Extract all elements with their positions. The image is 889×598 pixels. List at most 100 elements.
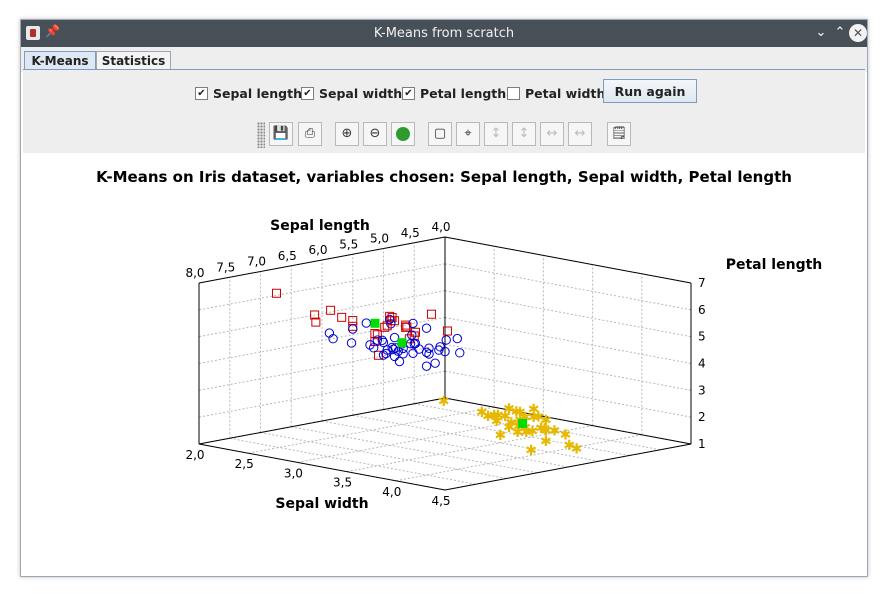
data-point-circle: [455, 348, 465, 358]
print-icon[interactable]: ⎙: [298, 122, 322, 146]
z-axis-title: Petal length: [726, 257, 823, 273]
data-point-star: ✱: [540, 423, 552, 439]
grid-line: [346, 425, 593, 473]
x-axis-title: Sepal length: [270, 218, 370, 234]
grid-line: [444, 317, 692, 364]
pan-vertical-icon[interactable]: ↕: [484, 122, 508, 146]
y-tick-label: 4,0: [382, 485, 401, 499]
data-point-square: [311, 317, 321, 327]
axis-edge: [198, 236, 446, 284]
grid-line: [291, 426, 538, 474]
data-point-star: ✱: [571, 441, 583, 457]
data-point-star: ✱: [526, 424, 538, 440]
toolbar-grip[interactable]: [257, 122, 265, 148]
data-point-star: ✱: [503, 401, 515, 417]
centroid-point: [518, 418, 528, 428]
pan-horizontal-icon[interactable]: ↔: [540, 122, 564, 146]
data-point-star: ✱: [540, 434, 552, 450]
data-point-circle: [368, 343, 379, 353]
settings-icon[interactable]: 🗒: [607, 122, 631, 146]
data-point-circle: [391, 343, 401, 353]
y-tick-label: 3,5: [333, 476, 352, 490]
run-again-button[interactable]: Run again: [603, 79, 697, 103]
maximize-icon[interactable]: ⌃: [834, 25, 846, 40]
grid-line: [229, 437, 476, 485]
data-point-circle: [378, 337, 389, 348]
grid-line: [444, 370, 692, 418]
data-point-circle: [377, 335, 387, 345]
x-tick-label: 7,0: [247, 255, 266, 269]
zoom-out-icon[interactable]: ⊖: [363, 122, 387, 146]
data-point-star: ✱: [491, 414, 503, 430]
data-point-circle: [421, 323, 432, 333]
data-point-circle: [381, 348, 391, 359]
grid-line: [414, 403, 661, 451]
rotate-icon[interactable]: ⌖: [456, 122, 480, 146]
checkbox-petal-width[interactable]: Petal width: [507, 85, 605, 101]
pan-vertical-alt-icon[interactable]: ↕: [512, 122, 536, 146]
tab-statistics[interactable]: Statistics: [96, 51, 171, 70]
checkbox-box[interactable]: ✔: [195, 86, 208, 100]
data-point-circle: [348, 324, 358, 334]
grid-line: [248, 406, 495, 454]
grid-line: [260, 432, 507, 479]
grid-line: [198, 290, 446, 338]
pin-icon[interactable]: 📌: [45, 24, 60, 38]
data-point-square: [372, 330, 382, 340]
checkbox-sepal-width[interactable]: ✔ Sepal width: [301, 85, 402, 101]
grid-line: [321, 420, 569, 468]
data-point-square: [310, 310, 320, 320]
chart-title: K-Means on Iris dataset, variables chose…: [96, 168, 792, 186]
zoom-in-icon[interactable]: ⊕: [335, 122, 359, 146]
grid-line: [444, 290, 692, 338]
checkbox-sepal-length[interactable]: ✔ Sepal length: [195, 85, 302, 101]
grid-line: [198, 343, 446, 391]
app-window: 📌 K-Means from scratch ⌄ ⌃ ✕ K-Means Sta…: [20, 19, 868, 577]
plot-area[interactable]: K-Means on Iris dataset, variables chose…: [23, 153, 865, 575]
close-icon[interactable]: ✕: [849, 24, 867, 42]
data-point-square: [426, 309, 436, 319]
data-point-circle: [424, 343, 434, 353]
data-point-circle: [384, 314, 395, 325]
z-tick-label: 3: [698, 383, 706, 397]
reset-view-icon[interactable]: [391, 122, 415, 146]
checkbox-label: Petal width: [525, 85, 606, 101]
grid-line: [383, 409, 630, 456]
tab-strip: K-Means Statistics: [21, 47, 867, 72]
pan-horizontal-alt-icon[interactable]: ↔: [568, 122, 592, 146]
data-point-star: ✱: [528, 410, 540, 426]
data-point-circle: [407, 330, 417, 340]
y-tick-label: 4,5: [431, 494, 450, 508]
centroid-point: [397, 338, 407, 348]
data-point-circle: [440, 346, 450, 357]
data-point-star: ✱: [535, 421, 547, 437]
data-point-star: ✱: [494, 428, 506, 444]
save-icon[interactable]: 💾: [269, 122, 293, 146]
checkbox-petal-length[interactable]: ✔ Petal length: [402, 85, 506, 101]
controls-panel: ✔ Sepal length ✔ Sepal width ✔ Petal len…: [23, 70, 865, 153]
data-point-star: ✱: [520, 425, 532, 441]
axis-edge: [444, 236, 692, 284]
x-tick-label: 5,0: [370, 232, 389, 246]
checkbox-box[interactable]: ✔: [301, 86, 314, 100]
data-point-square: [442, 326, 452, 336]
checkbox-label: Sepal width: [319, 85, 403, 101]
checkbox-box[interactable]: [507, 86, 520, 100]
y-tick-label: 2,5: [235, 457, 254, 471]
title-bar: 📌 K-Means from scratch ⌄ ⌃ ✕: [21, 20, 867, 47]
tab-k-means[interactable]: K-Means: [24, 51, 96, 70]
data-point-circle: [372, 335, 383, 345]
grid-line: [395, 434, 642, 482]
x-tick-label: 8,0: [185, 266, 204, 280]
data-point-star: ✱: [492, 408, 504, 424]
grid-line: [297, 415, 544, 463]
fit-box-icon[interactable]: ▢: [428, 122, 452, 146]
y-tick-label: 2,0: [185, 448, 204, 462]
scatter-3d-plot[interactable]: 4,0 4,5 5,0 5,5 6,0 6,5 7,0 7,5 8,0 2,0 2,5 3,0 3,5 4…: [23, 153, 865, 575]
minimize-icon[interactable]: ⌄: [815, 25, 827, 40]
data-point-star: ✱: [525, 443, 537, 459]
data-point-star: ✱: [506, 416, 518, 432]
data-point-star: ✱: [438, 394, 450, 410]
checkbox-box[interactable]: ✔: [402, 86, 415, 100]
z-tick-label: 6: [698, 303, 706, 317]
